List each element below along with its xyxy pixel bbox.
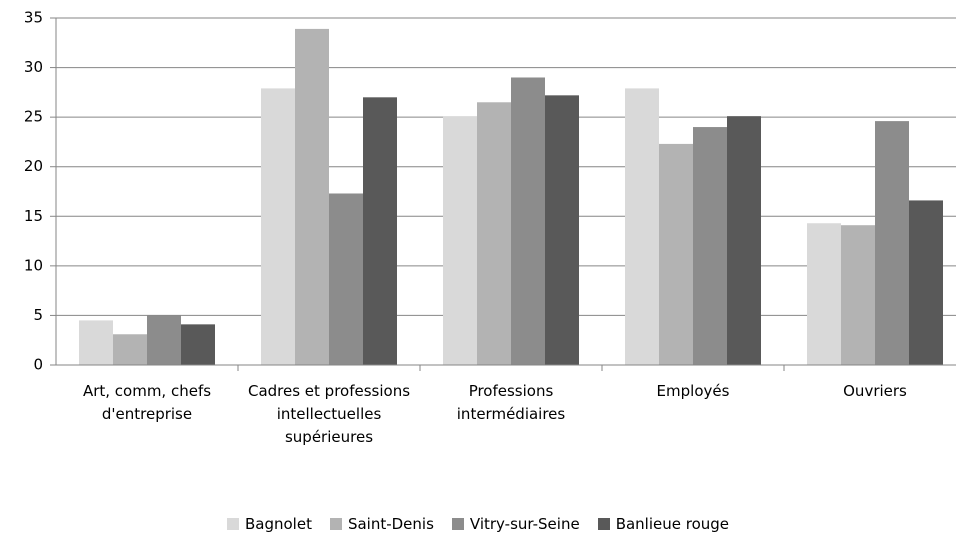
bar [693, 127, 727, 365]
x-tick-label: Art, comm, chefs d'entreprise [82, 382, 212, 423]
bar [295, 28, 329, 366]
legend-label: Banlieue rouge [615, 515, 730, 533]
legend-label: Saint-Denis [347, 515, 434, 533]
bar [261, 88, 295, 366]
legend-label: Bagnolet [244, 515, 312, 533]
bar [329, 193, 363, 365]
y-tick-label: 15 [24, 207, 43, 225]
bar [841, 225, 875, 365]
bar [363, 97, 397, 366]
bar [659, 143, 693, 365]
legend-swatch [451, 518, 464, 530]
bar [113, 334, 147, 365]
bar [727, 116, 761, 365]
legend-item: Bagnolet [226, 515, 312, 533]
bar [875, 121, 909, 365]
legend-swatch [329, 518, 342, 530]
legend-swatch [226, 518, 239, 530]
y-tick-label: 30 [24, 58, 43, 76]
legend-label: Vitry-sur-Seine [469, 515, 580, 533]
y-tick-label: 10 [24, 256, 43, 274]
x-tick-label: Cadres et professions intellectuelles su… [247, 382, 411, 446]
y-tick-label: 0 [33, 356, 43, 374]
bar [477, 102, 511, 366]
x-tick-label: Professions intermédiaires [456, 382, 566, 423]
legend-item: Vitry-sur-Seine [451, 515, 580, 533]
y-tick-label: 25 [24, 108, 43, 126]
legend: Bagnolet Saint-Denis Vitry-sur-Seine Banlie… [0, 515, 956, 533]
legend-swatch [597, 518, 610, 530]
y-tick-label: 20 [24, 157, 43, 175]
bar [511, 77, 545, 365]
bar [909, 200, 943, 365]
bar [625, 88, 659, 366]
bar [443, 116, 477, 365]
x-tick-label: Ouvriers [843, 382, 907, 400]
bar [807, 223, 841, 365]
legend-item: Banlieue rouge [597, 515, 730, 533]
bar [79, 320, 113, 365]
x-tick-label: Employés [656, 382, 730, 400]
bar [147, 315, 181, 365]
bar [181, 324, 215, 365]
bar [545, 95, 579, 366]
y-tick-label: 35 [24, 9, 43, 27]
y-tick-label: 5 [33, 306, 43, 324]
legend-item: Saint-Denis [329, 515, 434, 533]
